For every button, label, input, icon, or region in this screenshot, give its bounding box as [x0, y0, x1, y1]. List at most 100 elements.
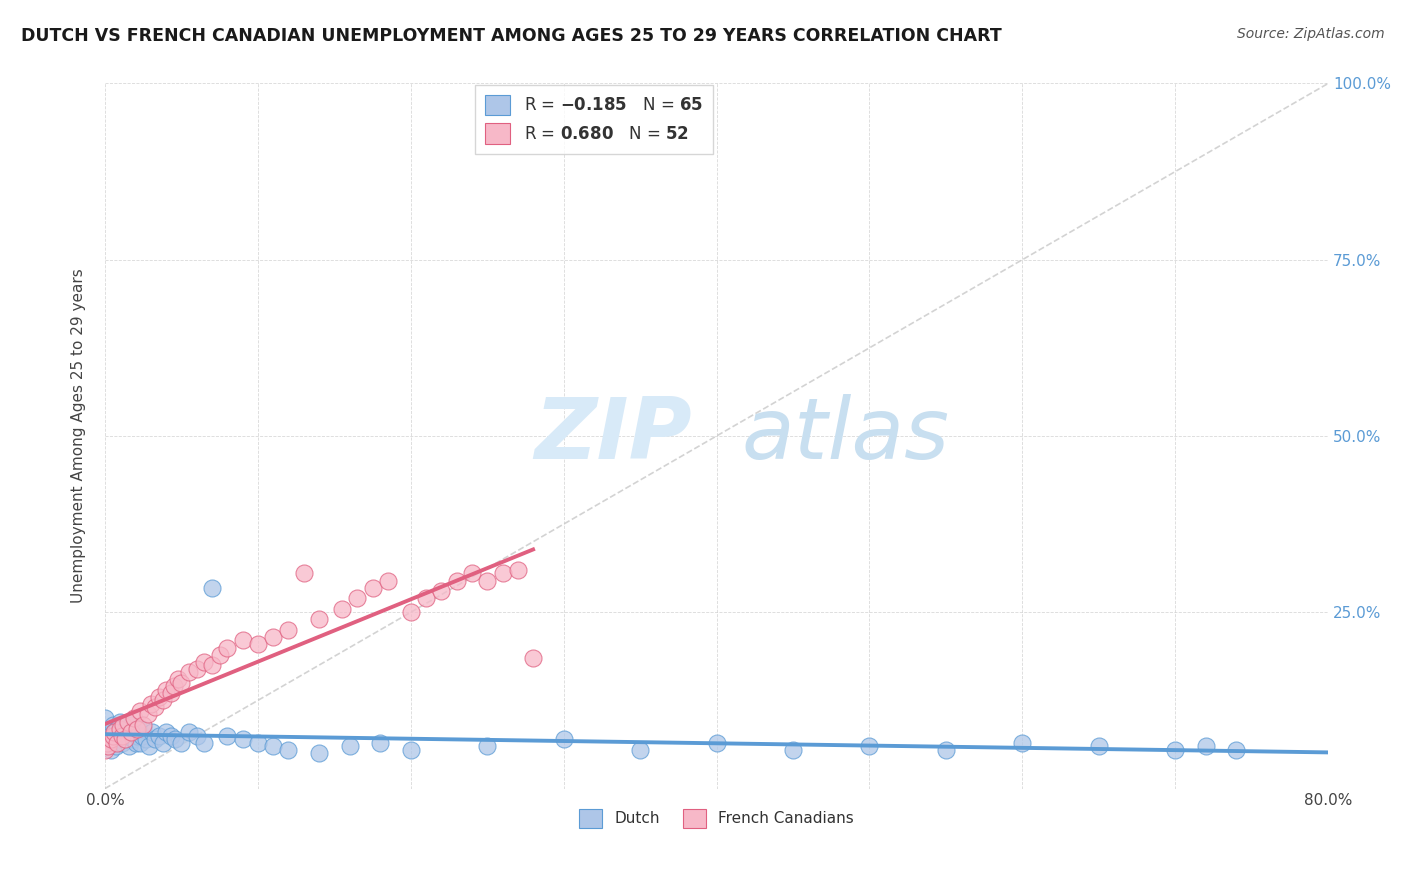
Point — [170, 675, 193, 690]
Point — [246, 736, 269, 750]
Point — [115, 722, 138, 736]
Point — [232, 732, 254, 747]
Point — [128, 722, 150, 736]
Point — [292, 566, 315, 581]
Point — [177, 725, 200, 739]
Point — [112, 725, 135, 739]
Point — [262, 739, 284, 754]
Point — [104, 739, 127, 754]
Point — [1195, 739, 1218, 754]
Point — [131, 729, 153, 743]
Point — [368, 736, 391, 750]
Point — [122, 725, 145, 739]
Point — [135, 732, 157, 747]
Y-axis label: Unemployment Among Ages 25 to 29 years: Unemployment Among Ages 25 to 29 years — [72, 268, 86, 603]
Point — [111, 729, 134, 743]
Point — [330, 601, 353, 615]
Point — [346, 591, 368, 606]
Point — [114, 732, 136, 747]
Point — [120, 725, 142, 739]
Point — [399, 605, 422, 619]
Point — [506, 563, 529, 577]
Point — [97, 736, 120, 750]
Point — [308, 746, 330, 760]
Point — [107, 732, 129, 747]
Point — [446, 574, 468, 588]
Text: ZIP: ZIP — [534, 394, 692, 477]
Point — [1088, 739, 1111, 754]
Point — [110, 722, 132, 736]
Text: atlas: atlas — [741, 394, 949, 477]
Point — [152, 693, 174, 707]
Point — [110, 714, 132, 729]
Point — [159, 686, 181, 700]
Point — [163, 679, 186, 693]
Point — [193, 655, 215, 669]
Point — [100, 732, 122, 747]
Point — [136, 707, 159, 722]
Point — [858, 739, 880, 754]
Point — [308, 612, 330, 626]
Point — [145, 732, 167, 747]
Point — [101, 732, 124, 747]
Point — [111, 736, 134, 750]
Point — [782, 743, 804, 757]
Point — [477, 574, 499, 588]
Point — [148, 690, 170, 704]
Point — [127, 729, 149, 743]
Point — [477, 739, 499, 754]
Point — [217, 640, 239, 655]
Point — [165, 732, 187, 747]
Point — [159, 729, 181, 743]
Point — [167, 672, 190, 686]
Point — [117, 729, 139, 743]
Point — [94, 725, 117, 739]
Point — [628, 743, 651, 757]
Point — [129, 736, 152, 750]
Point — [148, 729, 170, 743]
Point — [553, 732, 575, 747]
Point — [94, 711, 117, 725]
Point — [430, 584, 453, 599]
Point — [124, 736, 146, 750]
Point — [232, 633, 254, 648]
Point — [127, 722, 149, 736]
Point — [129, 704, 152, 718]
Point — [152, 736, 174, 750]
Point — [105, 736, 128, 750]
Point — [139, 697, 162, 711]
Point — [361, 581, 384, 595]
Point — [94, 743, 117, 757]
Point — [101, 729, 124, 743]
Point — [98, 729, 121, 743]
Point — [1011, 736, 1033, 750]
Point — [461, 566, 484, 581]
Point — [120, 718, 142, 732]
Point — [277, 623, 299, 637]
Legend: Dutch, French Canadians: Dutch, French Canadians — [574, 803, 860, 834]
Point — [201, 658, 224, 673]
Point — [170, 736, 193, 750]
Point — [155, 682, 177, 697]
Point — [217, 729, 239, 743]
Point — [112, 718, 135, 732]
Point — [94, 739, 117, 754]
Point — [522, 651, 544, 665]
Point — [117, 714, 139, 729]
Point — [114, 732, 136, 747]
Point — [145, 700, 167, 714]
Point — [246, 637, 269, 651]
Point — [377, 574, 399, 588]
Point — [118, 739, 141, 754]
Point — [186, 729, 208, 743]
Point — [415, 591, 437, 606]
Point — [491, 566, 513, 581]
Point — [201, 581, 224, 595]
Text: DUTCH VS FRENCH CANADIAN UNEMPLOYMENT AMONG AGES 25 TO 29 YEARS CORRELATION CHAR: DUTCH VS FRENCH CANADIAN UNEMPLOYMENT AM… — [21, 27, 1002, 45]
Point — [101, 718, 124, 732]
Point — [105, 722, 128, 736]
Point — [277, 743, 299, 757]
Point — [121, 732, 143, 747]
Point — [132, 722, 155, 736]
Point — [141, 725, 163, 739]
